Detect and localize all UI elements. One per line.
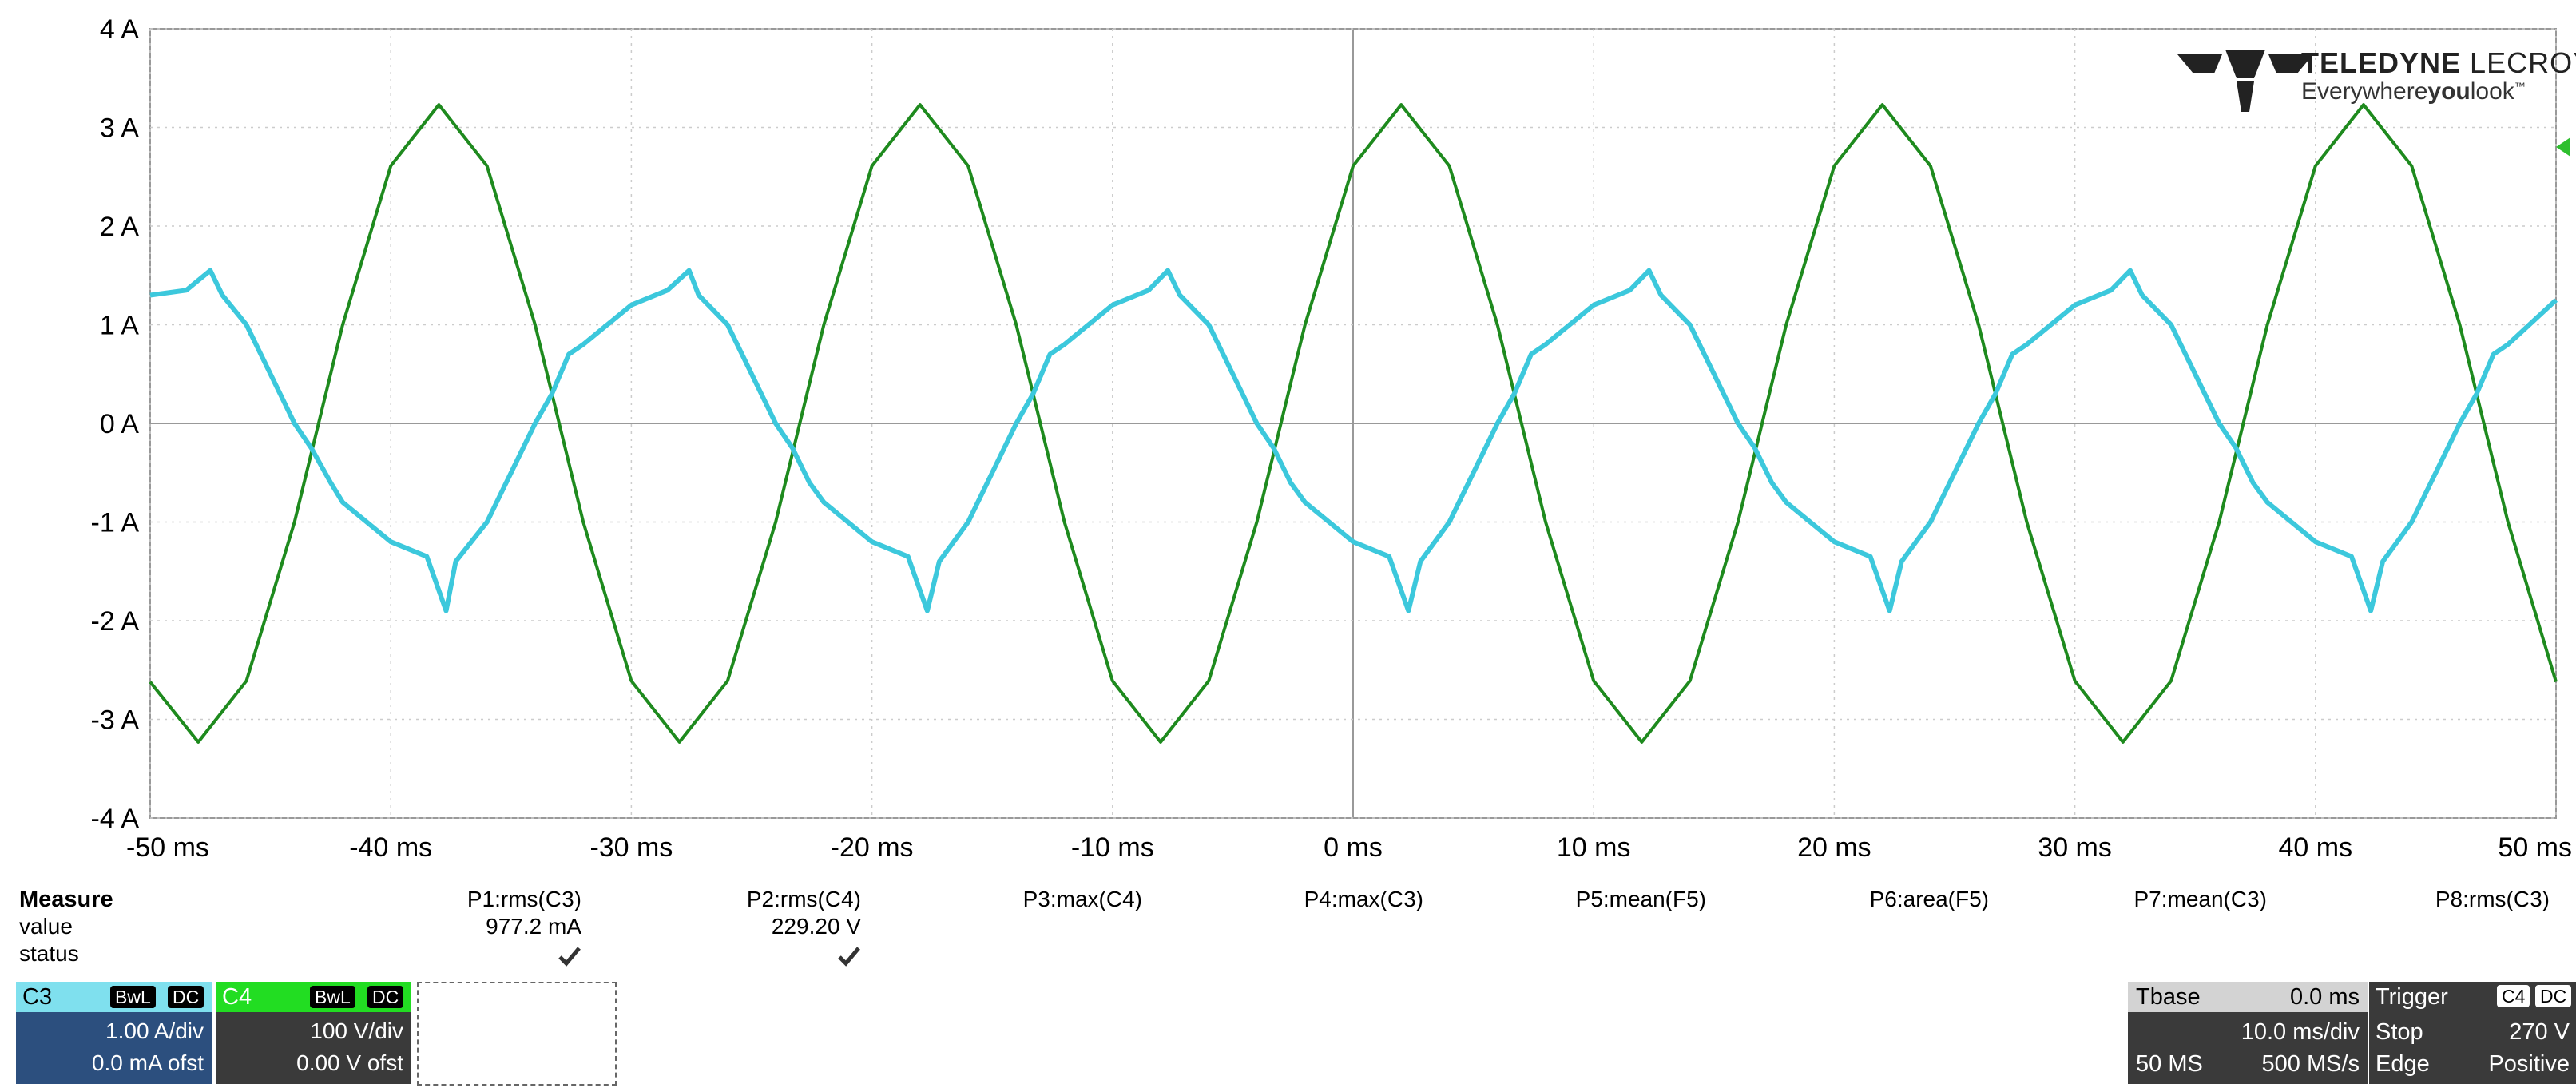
param-label-p5[interactable]: P5:mean(F5) [1575, 887, 1706, 911]
x-tick-label: 40 ms [2279, 832, 2353, 863]
tbase-div: 10.0 ms/div [2241, 1019, 2360, 1045]
y-tick-label: 3 A [100, 113, 139, 144]
logo-tagline: Everywhereyoulook™ [2301, 78, 2526, 105]
tbase-delay: 0.0 ms [2289, 984, 2360, 1010]
trigger-descriptor[interactable]: Trigger C4 DC Stop 270 V Edge Positive [2369, 982, 2576, 1084]
logo-brand: TELEDYNE LECROY [2301, 46, 2576, 79]
c4-offset: 0.00 V ofst [296, 1050, 403, 1075]
trigger-mode: Stop [2376, 1019, 2423, 1045]
checkmark-icon [838, 947, 860, 967]
param-label-p2[interactable]: P2:rms(C4) [746, 887, 861, 911]
c4-body: 100 V/div 0.00 V ofst [216, 1012, 411, 1084]
param-label-p6[interactable]: P6:area(F5) [1869, 887, 1989, 911]
c4-name: C4 [222, 984, 252, 1010]
param-label-p4[interactable]: P4:max(C3) [1304, 887, 1423, 911]
c3-coupling-badge: DC [168, 986, 204, 1008]
c3-header: C3 BwL DC [16, 982, 212, 1012]
y-tick-label: -3 A [91, 705, 140, 736]
c3-body: 1.00 A/div 0.0 mA ofst [16, 1012, 212, 1084]
measure-status-row: status [0, 941, 2576, 968]
c3-name: C3 [22, 984, 53, 1010]
x-tick-label: -50 ms [126, 832, 209, 863]
x-tick-label: -20 ms [831, 832, 914, 863]
y-tick-label: -2 A [91, 606, 140, 637]
x-tick-label: 20 ms [1797, 832, 1871, 863]
measure-title: Measure [19, 887, 113, 912]
channel-c3-descriptor[interactable]: C3 BwL DC 1.00 A/div 0.0 mA ofst [16, 982, 212, 1084]
value-row-label: value [19, 914, 73, 939]
param-label-p3[interactable]: P3:max(C4) [1022, 887, 1142, 911]
tbase-rate: 500 MS/s [2261, 1051, 2360, 1077]
param-value-p1: 977.2 mA [486, 914, 581, 939]
y-tick-label: 0 A [100, 409, 139, 439]
status-row-label: status [19, 941, 79, 966]
checkmark-icon [558, 947, 581, 967]
param-value-p2: 229.20 V [771, 914, 861, 939]
empty-descriptor-slot[interactable] [417, 982, 617, 1086]
c3-offset: 0.0 mA ofst [91, 1050, 204, 1075]
x-tick-label: -30 ms [589, 832, 673, 863]
param-label-p8[interactable]: P8:rms(C3) [2435, 887, 2550, 911]
waveform-display: 4 A 3 A 2 A 1 A 0 A -1 A -2 A -3 A -4 A -50 ms -4… [91, 14, 2572, 863]
logo-mark-icon [2177, 50, 2313, 112]
y-tick-label: -4 A [91, 804, 140, 834]
c4-scale: 100 V/div [310, 1019, 403, 1043]
trigger-level-marker[interactable] [2556, 137, 2570, 157]
x-tick-label: -40 ms [349, 832, 432, 863]
trigger-type: Edge [2376, 1051, 2430, 1077]
timebase-descriptor[interactable]: Tbase 0.0 ms 10.0 ms/div 50 MS 500 MS/s [2128, 982, 2368, 1084]
trigger-coupling-badge: DC [2535, 985, 2572, 1007]
traces [149, 103, 2558, 744]
param-label-p1[interactable]: P1:rms(C3) [466, 887, 581, 911]
x-tick-label: 10 ms [1557, 832, 1631, 863]
tbase-samples: 50 MS [2136, 1051, 2203, 1077]
teledyne-lecroy-logo: TELEDYNE LECROY Everywhereyoulook™ [2177, 42, 2576, 113]
trigger-slope: Positive [2488, 1051, 2570, 1077]
tbase-label: Tbase [2136, 984, 2201, 1010]
y-tick-label: -1 A [91, 508, 140, 538]
x-tick-label: -10 ms [1071, 832, 1154, 863]
x-axis-labels: -50 ms -40 ms -30 ms -20 ms -10 ms 0 ms 10 ms 2… [126, 832, 2572, 863]
c3-scale: 1.00 A/div [105, 1019, 204, 1043]
x-tick-label: 50 ms [2498, 832, 2572, 863]
y-tick-label: 2 A [100, 212, 139, 242]
trigger-label: Trigger [2376, 984, 2448, 1010]
x-tick-label: 0 ms [1324, 832, 1383, 863]
channel-c4-descriptor[interactable]: C4 BwL DC 100 V/div 0.00 V ofst [216, 982, 411, 1084]
y-tick-label: 4 A [100, 14, 139, 45]
measure-header-row: Measure P1:rms(C3) P2:rms(C4) P3:max(C4)… [0, 887, 2576, 914]
trigger-source-badge: C4 [2497, 985, 2530, 1007]
param-label-p7[interactable]: P7:mean(C3) [2133, 887, 2267, 911]
y-axis-labels: 4 A 3 A 2 A 1 A 0 A -1 A -2 A -3 A -4 A [91, 14, 140, 834]
trigger-level: 270 V [2509, 1019, 2570, 1045]
trace-c3 [149, 268, 2558, 613]
tbase-header: Tbase 0.0 ms [2128, 982, 2368, 1012]
c4-header: C4 BwL DC [216, 982, 411, 1012]
c3-bw-badge: BwL [110, 986, 156, 1008]
measure-value-row: value 977.2 mA 229.20 V [0, 914, 2576, 941]
c4-coupling-badge: DC [367, 986, 404, 1008]
c4-bw-badge: BwL [310, 986, 355, 1008]
measure-table[interactable]: Measure P1:rms(C3) P2:rms(C4) P3:max(C4)… [0, 887, 2576, 983]
graticule-grid [149, 28, 2557, 819]
x-tick-label: 30 ms [2038, 832, 2112, 863]
y-tick-label: 1 A [100, 311, 139, 341]
